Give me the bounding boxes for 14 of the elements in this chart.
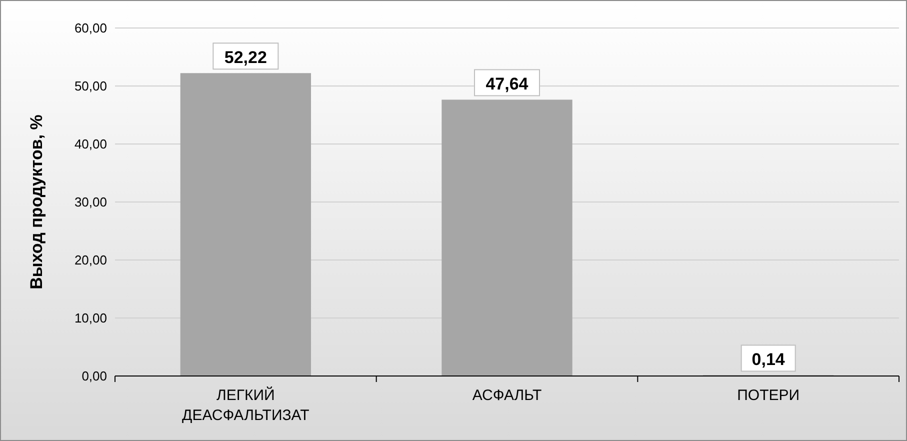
y-tick-label: 60,00 — [74, 20, 107, 36]
x-tick-label: ПОТЕРИ — [737, 387, 800, 404]
y-tick-label: 0,00 — [82, 368, 107, 384]
y-axis-title: Выход продуктов, % — [27, 114, 46, 290]
y-tick-label: 10,00 — [74, 310, 107, 326]
x-tick-label: АСФАЛЬТ — [472, 387, 542, 404]
data-label: 0,14 — [752, 350, 786, 370]
data-label: 47,64 — [486, 74, 529, 94]
y-tick-label: 20,00 — [74, 252, 107, 268]
y-tick-label: 30,00 — [74, 194, 107, 210]
data-label: 52,22 — [224, 48, 267, 68]
x-tick-label: ЛЕГКИЙ ДЕАСФАЛЬТИЗАТ — [182, 386, 310, 424]
y-tick-label: 40,00 — [74, 136, 107, 152]
y-tick-label: 50,00 — [74, 78, 107, 94]
